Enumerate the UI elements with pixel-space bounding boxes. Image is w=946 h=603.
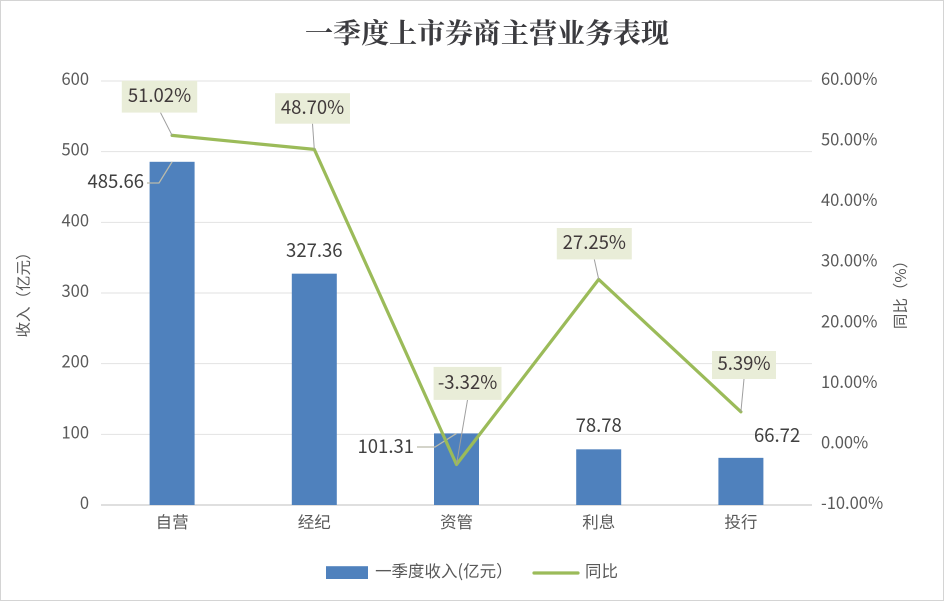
svg-text:30.00%: 30.00% xyxy=(821,248,877,272)
svg-text:50.00%: 50.00% xyxy=(821,127,877,151)
svg-text:48.70%: 48.70% xyxy=(281,94,344,120)
svg-text:485.66: 485.66 xyxy=(88,168,144,194)
svg-text:600: 600 xyxy=(62,66,89,90)
svg-text:27.25%: 27.25% xyxy=(563,229,626,255)
svg-text:5.39%: 5.39% xyxy=(718,350,771,376)
svg-text:10.00%: 10.00% xyxy=(821,369,877,393)
svg-text:同比（%）: 同比（%） xyxy=(889,253,911,329)
svg-text:0: 0 xyxy=(80,490,89,514)
svg-text:20.00%: 20.00% xyxy=(821,308,877,332)
svg-text:400: 400 xyxy=(62,207,89,231)
svg-text:自营: 自营 xyxy=(156,509,189,533)
svg-text:40.00%: 40.00% xyxy=(821,187,877,211)
svg-text:一季度上市券商主营业务表现: 一季度上市券商主营业务表现 xyxy=(305,12,669,52)
svg-text:同比: 同比 xyxy=(585,558,618,582)
svg-text:收入（亿元）: 收入（亿元） xyxy=(12,244,34,337)
svg-text:51.02%: 51.02% xyxy=(128,82,191,108)
svg-text:78.78: 78.78 xyxy=(576,412,622,438)
svg-text:0.00%: 0.00% xyxy=(821,429,868,453)
svg-text:327.36: 327.36 xyxy=(286,237,342,263)
svg-text:200: 200 xyxy=(62,349,89,373)
svg-text:100: 100 xyxy=(62,419,89,443)
svg-text:经纪: 经纪 xyxy=(298,509,332,533)
svg-text:60.00%: 60.00% xyxy=(821,66,877,90)
svg-text:利息: 利息 xyxy=(582,509,615,533)
svg-text:一季度收入(亿元）: 一季度收入(亿元） xyxy=(375,558,513,582)
svg-text:500: 500 xyxy=(62,137,89,161)
svg-text:101.31: 101.31 xyxy=(358,433,414,459)
svg-text:投行: 投行 xyxy=(724,509,757,533)
svg-text:资管: 资管 xyxy=(440,509,473,533)
svg-text:-3.32%: -3.32% xyxy=(438,369,497,395)
svg-text:66.72: 66.72 xyxy=(754,422,800,448)
svg-text:300: 300 xyxy=(62,278,89,302)
svg-text:-10.00%: -10.00% xyxy=(821,490,883,514)
